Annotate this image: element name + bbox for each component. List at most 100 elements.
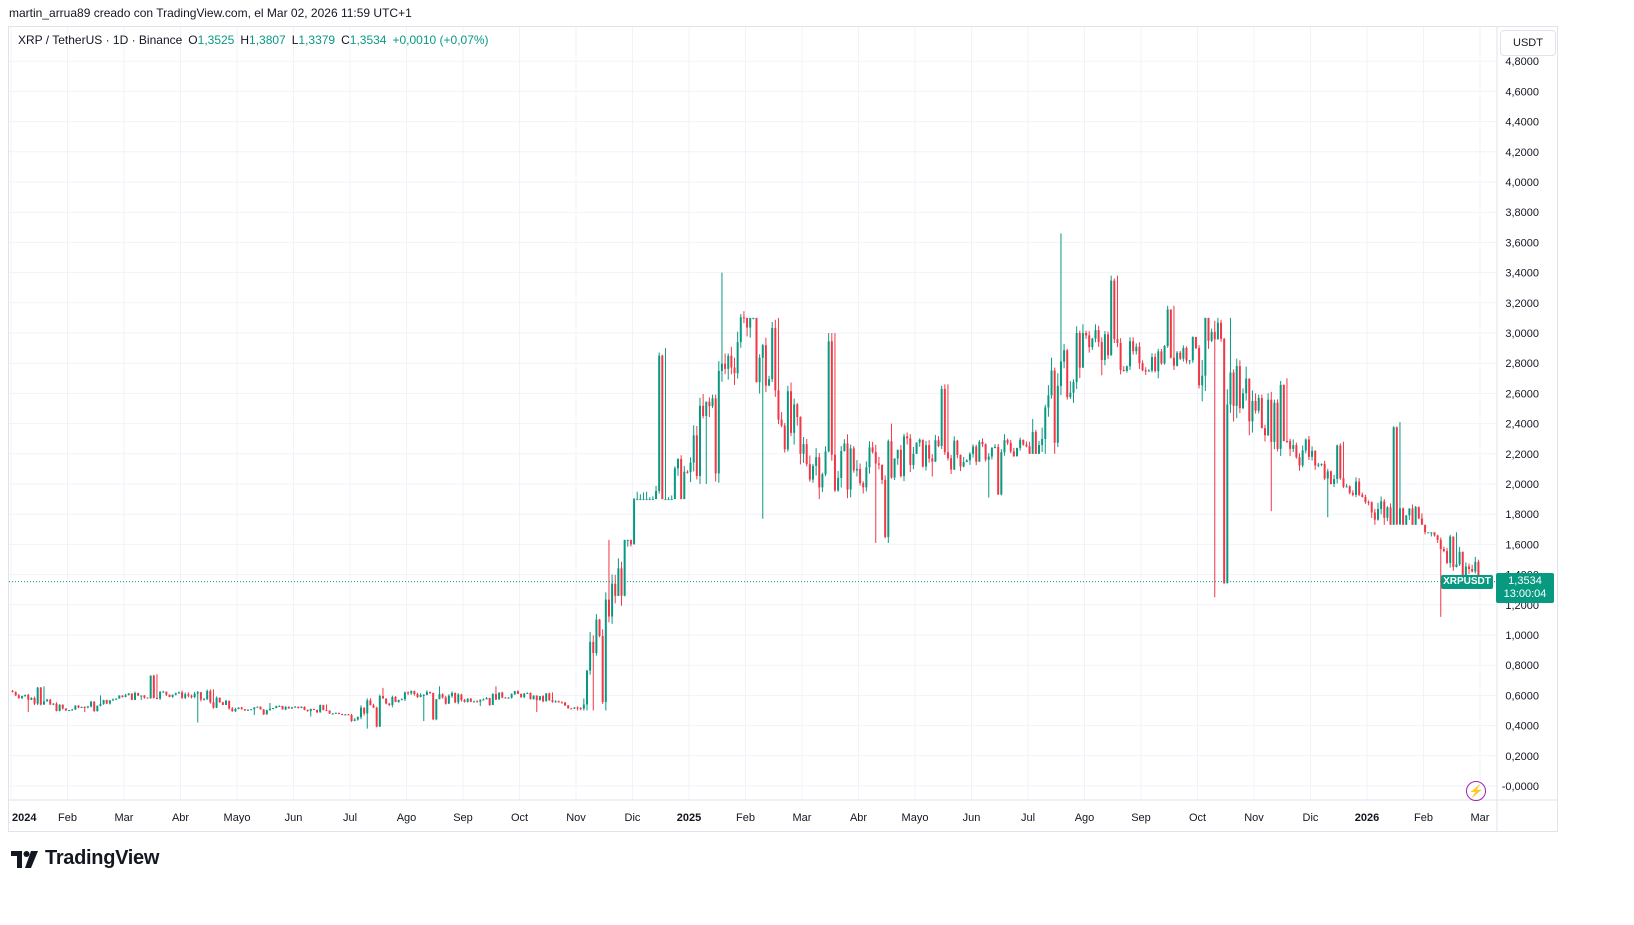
- candle-body: [1301, 450, 1304, 466]
- candle-body: [1063, 350, 1066, 362]
- candle-body: [843, 443, 846, 451]
- candle-body: [523, 693, 526, 698]
- candle-body: [275, 706, 278, 709]
- candle-body: [52, 703, 55, 705]
- candle-body: [36, 687, 39, 704]
- candle-body: [416, 694, 419, 698]
- candle-body: [1370, 502, 1373, 513]
- candle-body: [953, 440, 956, 470]
- candle-body: [425, 691, 428, 695]
- candle-body: [102, 700, 105, 704]
- candle-body: [80, 707, 83, 709]
- candle-body: [42, 701, 45, 705]
- candle-body: [1229, 372, 1232, 405]
- x-tick-label: Mar: [115, 812, 134, 824]
- candle-body: [388, 703, 391, 705]
- candle-body: [303, 706, 306, 710]
- candle-body: [115, 698, 118, 700]
- tradingview-brand[interactable]: TradingView: [11, 847, 159, 870]
- candle-body: [350, 715, 353, 721]
- candle-body: [824, 451, 827, 475]
- candle-body: [1144, 370, 1147, 372]
- candle-body: [840, 450, 843, 478]
- candle-body: [130, 693, 133, 700]
- candle-body: [796, 404, 799, 418]
- candle-body: [899, 449, 902, 477]
- y-tick-label: 2,6000: [1505, 388, 1539, 400]
- candle-body: [890, 441, 893, 478]
- candle-body: [959, 454, 962, 467]
- candle-body: [874, 451, 877, 464]
- candle-body: [642, 499, 645, 501]
- lightning-icon[interactable]: ⚡: [1466, 781, 1486, 801]
- candle-body: [545, 693, 548, 702]
- candle-body: [526, 692, 529, 694]
- candle-body: [821, 474, 824, 488]
- candle-body: [1276, 402, 1279, 449]
- candle-body: [984, 444, 987, 460]
- candle-body: [243, 709, 246, 711]
- candle-body: [720, 363, 723, 371]
- y-tick-label: 0,6000: [1505, 690, 1539, 702]
- x-tick-label: Abr: [172, 812, 189, 824]
- legend-open-label: O: [188, 33, 198, 47]
- candle-body: [1000, 452, 1003, 495]
- candle-body: [1461, 551, 1464, 577]
- candle-body: [1339, 445, 1342, 479]
- candle-body: [262, 709, 265, 715]
- currency-button[interactable]: USDT: [1500, 30, 1556, 56]
- candle-body: [454, 693, 457, 703]
- candle-body: [749, 317, 752, 328]
- candle-body: [1204, 317, 1207, 376]
- candle-body: [1110, 280, 1113, 356]
- candle-body: [1329, 471, 1332, 484]
- y-tick-label: 2,4000: [1505, 419, 1539, 431]
- candle-body: [353, 719, 356, 721]
- candle-body: [1430, 532, 1433, 534]
- x-tick-label: Dic: [1303, 812, 1319, 824]
- candle-body: [259, 706, 262, 710]
- candle-body: [1468, 566, 1471, 569]
- candle-body: [567, 705, 570, 709]
- candle-body: [648, 499, 651, 501]
- candle-body: [498, 692, 501, 700]
- candle-body: [278, 705, 281, 707]
- candle-body: [246, 709, 249, 711]
- candle-body: [1100, 342, 1103, 360]
- candle-body: [1016, 447, 1019, 457]
- candle-body: [1386, 507, 1389, 518]
- last-price-value: 1,3534: [1508, 575, 1542, 587]
- y-tick-label: 0,4000: [1505, 721, 1539, 733]
- legend-change: +0,0010 (+0,07%): [392, 33, 489, 47]
- candle-body: [90, 701, 93, 707]
- x-tick-label: Oct: [511, 812, 528, 824]
- candle-body: [68, 710, 71, 712]
- candle-body: [1307, 439, 1310, 457]
- candle-body: [1185, 347, 1188, 361]
- candle-body: [253, 707, 256, 710]
- candle-body: [903, 436, 906, 477]
- candle-body: [1088, 335, 1091, 348]
- candle-body: [893, 458, 896, 478]
- candle-body: [429, 691, 432, 693]
- candle-body: [319, 705, 322, 713]
- candle-body: [1464, 566, 1467, 577]
- x-tick-label: Sep: [1131, 812, 1151, 824]
- candle-body: [783, 425, 786, 450]
- candle-body: [1034, 431, 1037, 454]
- x-tick-label: 2025: [677, 812, 701, 824]
- candle-body: [322, 705, 325, 711]
- candle-body: [1279, 384, 1282, 449]
- candle-body: [1361, 494, 1364, 497]
- candle-body: [268, 708, 271, 711]
- candle-body: [494, 694, 497, 700]
- candle-body: [972, 446, 975, 454]
- legend-low: 1,3379: [298, 33, 336, 47]
- candle-body: [937, 440, 940, 446]
- candle-body: [209, 691, 212, 703]
- candle-body: [777, 390, 780, 420]
- candle-body: [193, 693, 196, 698]
- candle-body: [1116, 339, 1119, 343]
- candle-body: [538, 696, 541, 701]
